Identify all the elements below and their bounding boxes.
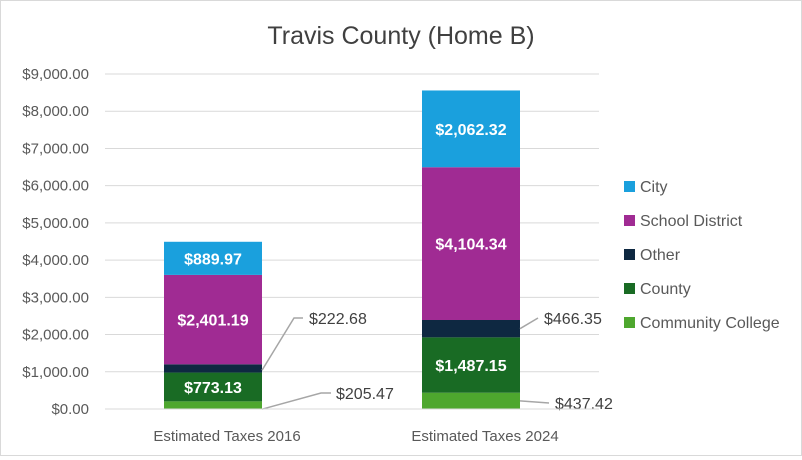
bar-segment (164, 372, 262, 402)
legend: City School District Other County Community … (624, 179, 780, 332)
data-label: $2,062.32 (435, 122, 506, 139)
y-tick-label: $5,000.00 (22, 215, 89, 232)
legend-label: County (640, 281, 691, 298)
y-tick-label: $4,000.00 (22, 252, 89, 269)
data-label: $1,487.15 (435, 358, 506, 375)
x-category-label: Estimated Taxes 2024 (411, 428, 558, 445)
y-tick-label: $3,000.00 (22, 289, 89, 306)
data-label: $222.68 (309, 311, 367, 328)
bar-segment (422, 337, 520, 393)
bar-segment (422, 90, 520, 168)
y-tick-label: $9,000.00 (22, 66, 89, 83)
data-label: $2,401.19 (177, 313, 248, 330)
bar-segment (164, 274, 262, 365)
bar-segment (164, 401, 262, 409)
data-label: $773.13 (184, 380, 242, 397)
y-tick-label: $1,000.00 (22, 364, 89, 381)
bar-segment (164, 241, 262, 275)
bars (164, 90, 520, 409)
leader-line (261, 317, 303, 371)
x-category-label: Estimated Taxes 2016 (153, 428, 300, 445)
legend-label: Other (640, 247, 681, 264)
data-label: $466.35 (544, 311, 602, 328)
bar-segment (422, 392, 520, 409)
data-label: $889.97 (184, 251, 242, 268)
data-label: $205.47 (336, 386, 394, 403)
legend-label: Community College (640, 315, 780, 332)
leader-line (261, 392, 331, 410)
bar-segment (422, 167, 520, 321)
legend-swatch (624, 283, 635, 294)
y-axis: $0.00 $1,000.00 $2,000.00 $3,000.00 $4,000.0… (22, 66, 89, 418)
bar-segment (422, 320, 520, 338)
legend-label: City (640, 179, 668, 196)
leader-line (519, 317, 539, 330)
legend-swatch (624, 317, 635, 328)
legend-swatch (624, 249, 635, 260)
bar-segment (164, 364, 262, 373)
leader-line (519, 400, 550, 404)
y-tick-label: $7,000.00 (22, 140, 89, 157)
y-tick-label: $8,000.00 (22, 103, 89, 120)
legend-swatch (624, 181, 635, 192)
legend-swatch (624, 215, 635, 226)
y-tick-label: $6,000.00 (22, 178, 89, 195)
x-axis: Estimated Taxes 2016 Estimated Taxes 2024 (105, 408, 599, 445)
data-label: $4,104.34 (435, 237, 506, 254)
data-label: $437.42 (555, 396, 613, 413)
y-tick-label: $2,000.00 (22, 327, 89, 344)
y-tick-label: $0.00 (51, 401, 89, 418)
legend-label: School District (640, 213, 743, 230)
chart-title: Travis County (Home B) (267, 22, 534, 50)
